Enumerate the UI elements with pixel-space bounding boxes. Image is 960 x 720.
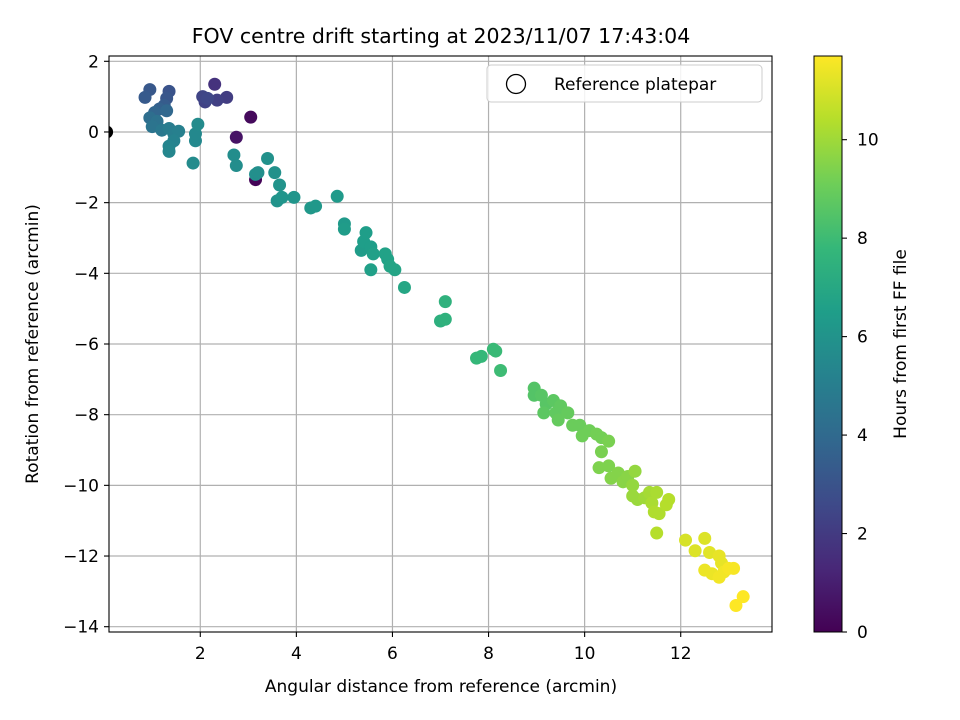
data-point-43 [330,189,344,203]
y-tick-label-4: −6 [74,335,99,355]
data-point-4 [210,93,224,107]
x-tick-label-1: 4 [291,644,302,664]
y-tick-label-3: −4 [74,264,99,284]
data-point-40 [287,190,301,204]
reference-platepar-point [109,125,114,139]
data-point-95 [650,485,664,499]
data-point-101 [650,526,664,540]
data-point-113 [727,561,741,575]
data-point-84 [602,459,616,473]
data-point-56 [397,280,411,294]
data-point-100 [659,498,673,512]
data-point-83 [592,461,606,475]
data-point-11 [138,90,152,104]
x-tick-label-0: 2 [195,644,206,664]
data-point-42 [309,199,323,213]
x-tick-label-2: 6 [387,644,398,664]
data-point-64 [494,364,508,378]
axis-ticks: 2 4 6 8 10 12 2 0 −2 −4 −6 −8 −10 −12 −14 [63,52,691,664]
colorbar-tick-label-5: 10 [857,131,879,151]
data-point-39 [275,190,289,204]
legend-marker-reference [505,73,527,95]
data-point-37 [273,178,287,192]
data-point-61 [474,349,488,363]
y-tick-label-1: 0 [88,123,99,143]
data-point-28 [191,117,205,131]
chart-title: FOV centre drift starting at 2023/11/07 … [192,24,691,48]
data-point-114 [729,598,743,612]
y-tick-label-6: −10 [63,476,99,496]
legend-entry-reference: Reference platepar [554,75,716,95]
colorbar-tick-label-4: 8 [857,229,868,249]
data-point-57 [438,295,452,309]
y-tick-label-0: 2 [88,52,99,72]
data-point-50 [366,247,380,261]
data-point-35 [261,151,275,165]
colorbar [813,55,843,633]
legend: Reference platepar [486,64,763,103]
data-point-45 [337,222,351,236]
y-tick-label-5: −8 [74,406,99,426]
colorbar-tick-label-1: 2 [857,525,868,545]
y-tick-label-8: −14 [63,618,99,638]
x-axis-label: Angular distance from reference (arcmin) [265,677,617,697]
data-point-98 [652,507,666,521]
data-point-69 [537,406,551,420]
colorbar-label: Hours from first FF file [891,249,911,439]
data-point-73 [551,413,565,427]
x-tick-label-3: 8 [483,644,494,664]
colorbar-ticks: 0 2 4 6 8 10 [842,131,879,643]
data-point-104 [698,531,712,545]
data-point-115 [736,590,750,604]
colorbar-tick-label-3: 6 [857,328,868,348]
data-point-31 [229,159,243,173]
data-point-90 [626,478,640,492]
data-points [109,77,750,612]
data-point-82 [594,445,608,459]
data-point-7 [200,91,214,105]
data-point-0 [244,110,258,124]
colorbar-tick-label-0: 0 [857,623,868,643]
legend-box [486,64,763,103]
data-point-81 [602,434,616,448]
data-point-2 [208,77,222,91]
data-point-111 [712,570,726,584]
data-point-51 [364,263,378,277]
data-point-34 [251,166,265,180]
colorbar-tick-label-2: 4 [857,426,868,446]
data-point-74 [561,406,575,420]
y-tick-label-7: −12 [63,547,99,567]
data-point-15 [160,104,174,118]
data-point-30 [227,148,241,162]
data-point-102 [679,533,693,547]
data-point-48 [359,226,373,240]
data-point-36 [268,166,282,180]
x-tick-label-4: 10 [574,644,596,664]
data-point-29 [186,156,200,170]
grid [109,56,772,632]
data-point-59 [438,312,452,326]
data-point-25 [162,144,176,158]
data-point-55 [388,263,402,277]
data-point-76 [573,418,587,432]
data-point-89 [628,464,642,478]
data-point-1 [229,130,243,144]
data-point-103 [688,544,702,558]
y-axis-label: Rotation from reference (arcmin) [23,204,43,484]
x-tick-label-5: 12 [670,644,692,664]
data-point-63 [489,344,503,358]
y-tick-label-2: −2 [74,194,99,214]
